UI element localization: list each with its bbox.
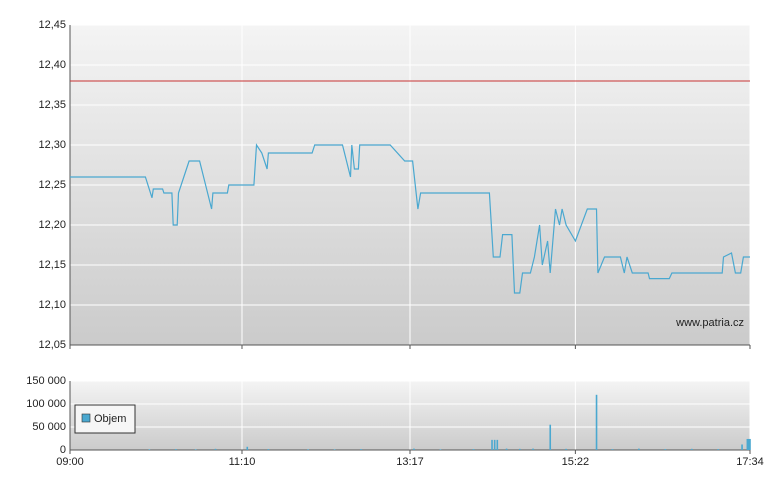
volume-bar	[267, 449, 270, 450]
volume-bar	[496, 439, 499, 450]
volume-bar	[747, 438, 750, 450]
volume-bar	[638, 448, 640, 450]
volume-bar	[690, 448, 693, 450]
y-tick-label: 50 000	[32, 421, 66, 433]
legend-swatch	[81, 413, 91, 423]
volume-bar	[413, 448, 415, 450]
volume-bar	[307, 449, 309, 450]
volume-bar	[549, 424, 552, 450]
y-tick-label: 0	[60, 444, 66, 456]
volume-bar	[472, 449, 475, 450]
price-line	[70, 143, 750, 294]
y-tick-label: 12,20	[38, 219, 66, 231]
y-tick-label: 100 000	[26, 398, 66, 410]
y-tick-label: 12,10	[38, 299, 66, 311]
y-tick-label: 12,05	[38, 339, 66, 351]
volume-bar	[749, 438, 751, 450]
volume-bar	[565, 448, 567, 450]
volume-bar	[214, 448, 217, 450]
x-tick-label: 09:00	[56, 456, 84, 468]
volume-bar	[611, 449, 614, 450]
volume-bar	[491, 439, 493, 450]
volume-bar	[664, 449, 667, 450]
volume-bar	[746, 438, 749, 450]
x-tick-label: 11:10	[229, 456, 256, 468]
volume-bar	[439, 449, 442, 450]
volume-bar	[519, 448, 521, 450]
volume-bar	[194, 449, 197, 450]
volume-bar	[175, 449, 177, 450]
y-tick-label: 12,25	[38, 179, 66, 191]
y-tick-label: 12,45	[38, 19, 66, 31]
y-tick-label: 12,40	[38, 59, 66, 71]
y-tick-label: 12,35	[38, 99, 66, 111]
y-tick-label: 150 000	[26, 375, 66, 387]
volume-bar	[741, 444, 743, 450]
x-tick-label: 13:17	[396, 456, 424, 468]
volume-bar	[148, 449, 151, 450]
y-tick-label: 12,30	[38, 139, 66, 151]
volume-bar	[333, 449, 336, 450]
x-tick-label: 15:22	[562, 456, 590, 468]
y-tick-label: 12,15	[38, 259, 66, 271]
volume-bar	[246, 446, 249, 450]
volume-bar	[595, 394, 598, 450]
volume-bar	[360, 449, 362, 450]
volume-bar	[505, 448, 508, 450]
watermark: www.patria.cz	[675, 317, 744, 329]
legend-label: Objem	[94, 413, 126, 425]
volume-bar	[717, 449, 720, 450]
volume-bar	[493, 439, 496, 450]
volume-bar	[532, 448, 534, 450]
x-tick-label: 17:34	[736, 456, 764, 468]
